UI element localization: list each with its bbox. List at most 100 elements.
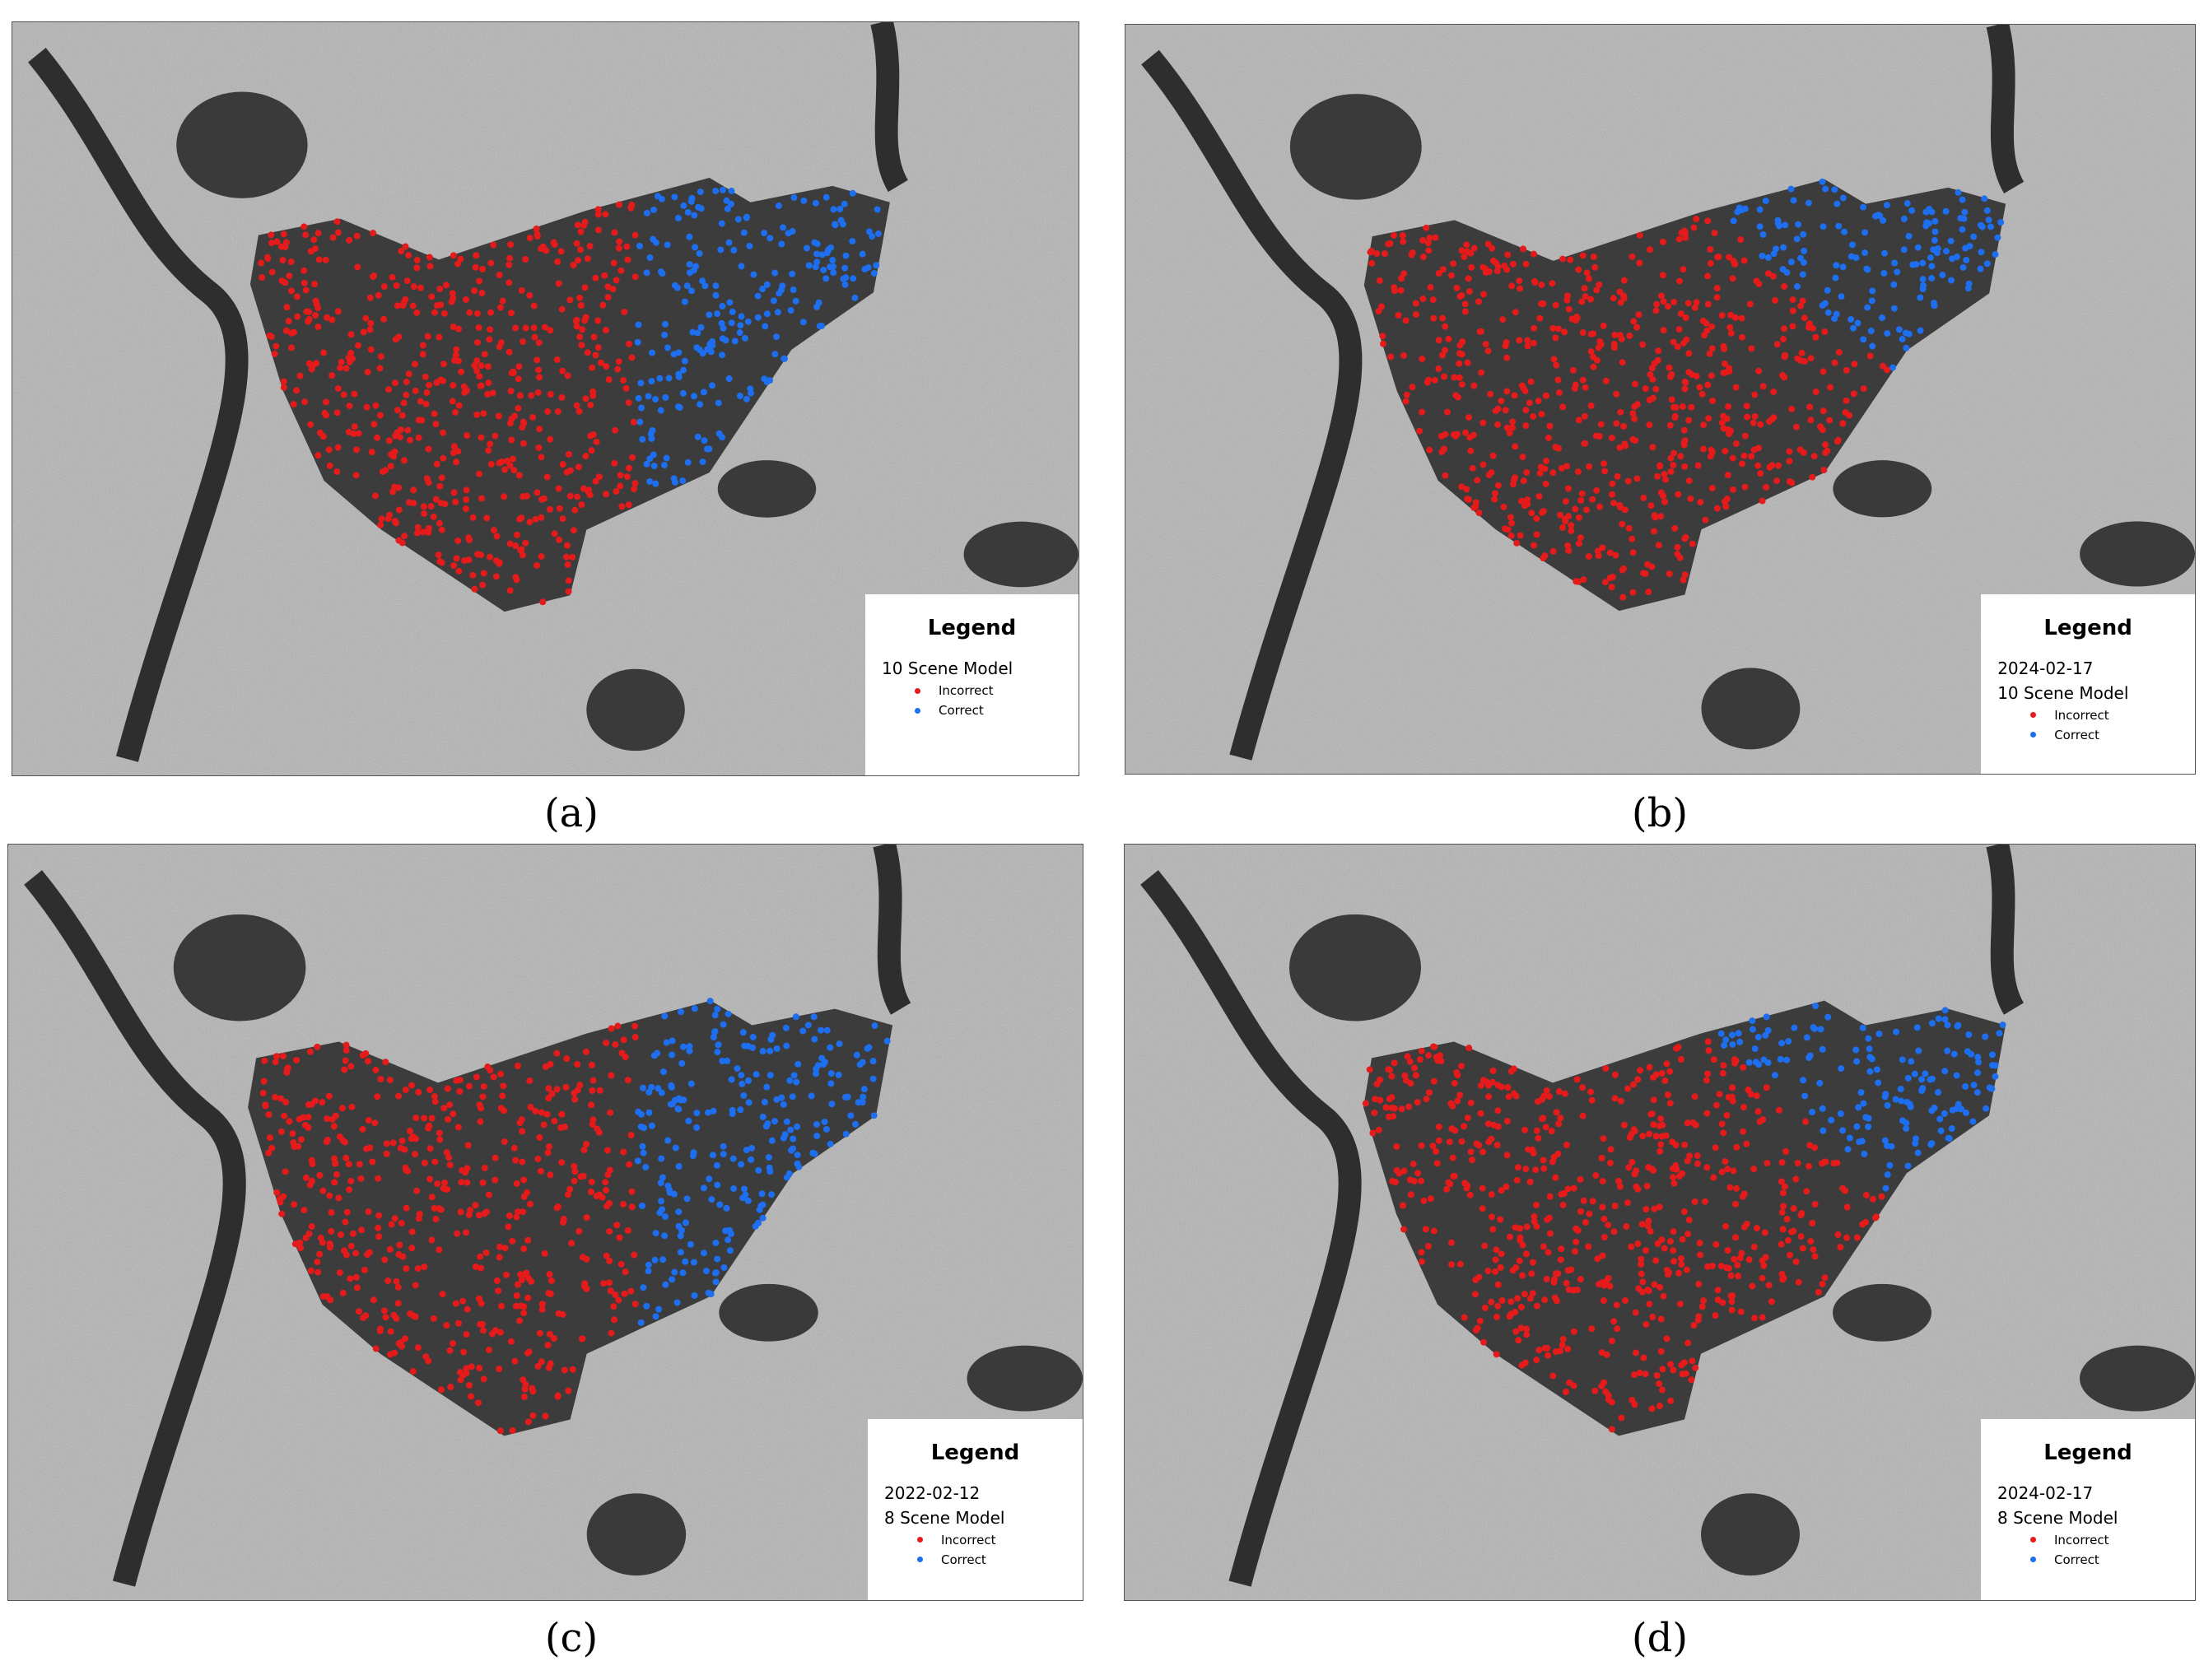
incorrect-point [1683, 1266, 1690, 1273]
correct-point [763, 281, 771, 288]
correct-point [805, 262, 813, 269]
correct-point [678, 1059, 686, 1067]
incorrect-point [1578, 490, 1586, 497]
incorrect-point [333, 218, 341, 226]
incorrect-point [1429, 296, 1437, 304]
incorrect-point [553, 1086, 561, 1093]
incorrect-point [1745, 1256, 1753, 1263]
incorrect-point [1600, 1297, 1607, 1305]
legend-label: Incorrect [941, 1532, 996, 1547]
incorrect-point [1684, 1119, 1691, 1127]
incorrect-point [1498, 398, 1505, 405]
incorrect-point [1635, 1285, 1643, 1292]
correct-point [725, 1236, 732, 1244]
correct-point [643, 269, 650, 277]
incorrect-point [471, 287, 478, 295]
incorrect-point [1487, 390, 1494, 398]
correct-point [739, 1029, 747, 1036]
correct-point [657, 268, 664, 276]
incorrect-point [1500, 503, 1507, 510]
correct-point [738, 263, 745, 270]
incorrect-point [1509, 260, 1517, 268]
incorrect-point [1498, 1187, 1505, 1194]
correct-point [718, 319, 725, 327]
incorrect-point [1601, 1234, 1608, 1241]
correct-point [1931, 302, 1938, 309]
incorrect-point [506, 348, 513, 356]
incorrect-point [426, 263, 434, 270]
correct-point [1800, 258, 1807, 266]
incorrect-point [480, 410, 487, 417]
incorrect-point [319, 1187, 327, 1194]
correct-point [853, 1051, 860, 1059]
incorrect-point [1524, 500, 1531, 508]
incorrect-point [486, 553, 493, 561]
correct-point [686, 233, 693, 240]
incorrect-point [301, 223, 308, 230]
incorrect-point [1563, 463, 1571, 470]
incorrect-point [487, 1067, 494, 1074]
incorrect-point [404, 1167, 412, 1175]
correct-point [640, 1284, 647, 1291]
correct-point [775, 202, 782, 209]
correct-point [674, 215, 682, 221]
incorrect-point [477, 382, 484, 389]
incorrect-point [360, 1314, 367, 1321]
incorrect-point [1565, 305, 1573, 313]
correct-point [1949, 1106, 1956, 1114]
incorrect-point [526, 1077, 534, 1084]
correct-point [1811, 1025, 1818, 1032]
correct-point [842, 274, 850, 282]
incorrect-point [1843, 366, 1850, 374]
incorrect-point [1581, 440, 1588, 447]
incorrect-point [1577, 1208, 1584, 1215]
correct-point [774, 309, 781, 316]
incorrect-point [288, 344, 295, 351]
incorrect-point [446, 1101, 454, 1109]
incorrect-point [603, 1147, 611, 1154]
incorrect-point [1636, 1369, 1643, 1376]
incorrect-point [449, 290, 456, 297]
incorrect-point [315, 323, 322, 331]
correct-point [1839, 1127, 1847, 1134]
incorrect-point [301, 267, 308, 274]
incorrect-point [1406, 1176, 1414, 1184]
incorrect-point [551, 241, 558, 249]
incorrect-point [462, 296, 469, 303]
incorrect-point [1691, 304, 1698, 311]
incorrect-point [1781, 353, 1788, 361]
incorrect-point [1504, 251, 1512, 258]
incorrect-point [1703, 319, 1710, 327]
incorrect-point [1789, 323, 1796, 330]
lake [1833, 460, 1932, 518]
incorrect-point [438, 474, 445, 482]
incorrect-point [305, 308, 313, 315]
incorrect-point [1615, 1177, 1623, 1184]
incorrect-point [1773, 477, 1781, 485]
incorrect-point [1619, 593, 1627, 601]
incorrect-point [1870, 1195, 1876, 1203]
incorrect-point [1611, 1203, 1619, 1210]
correct-point [1880, 249, 1888, 257]
correct-point [670, 475, 678, 482]
incorrect-point [326, 462, 333, 469]
incorrect-point [1613, 1301, 1620, 1309]
incorrect-point [376, 412, 384, 419]
incorrect-point [317, 1234, 324, 1241]
correct-point [1756, 206, 1764, 213]
incorrect-point [1703, 1110, 1711, 1117]
incorrect-point [1533, 515, 1540, 522]
incorrect-point [1648, 1405, 1656, 1412]
incorrect-point [409, 1133, 417, 1140]
incorrect-point [1517, 1324, 1525, 1332]
correct-point [699, 350, 706, 357]
incorrect-point [293, 1056, 301, 1063]
incorrect-point [1694, 1160, 1701, 1167]
incorrect-point [310, 236, 318, 244]
correct-point [726, 299, 734, 306]
correct-point [1868, 1055, 1875, 1063]
incorrect-point [1509, 424, 1517, 431]
incorrect-point [1512, 1328, 1520, 1335]
incorrect-point [441, 1180, 449, 1186]
incorrect-point [514, 1281, 521, 1288]
